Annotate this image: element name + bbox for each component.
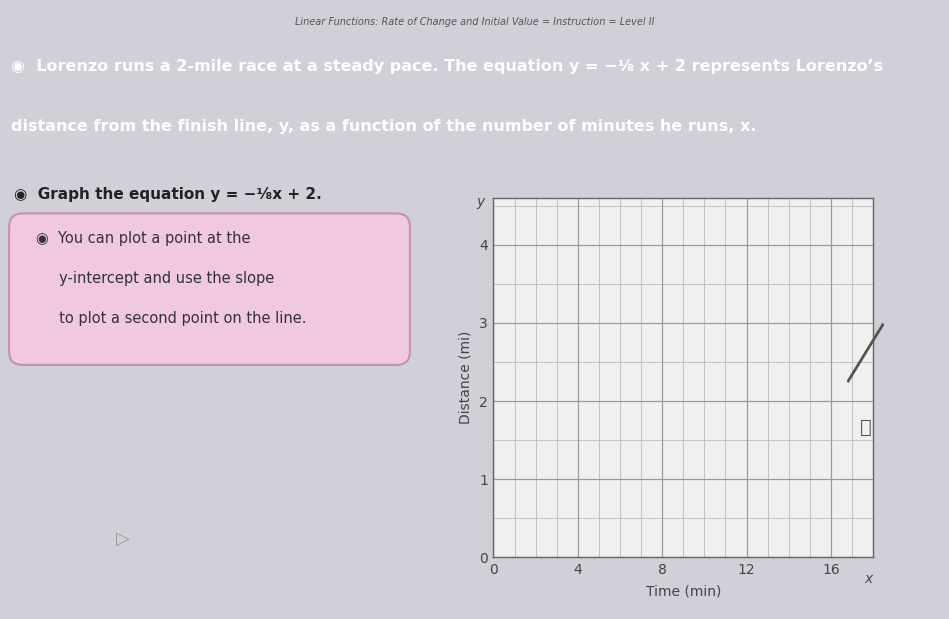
Text: ◉  Lorenzo runs a 2-mile race at a steady pace. The equation y = −¹⁄₈ x + 2 repr: ◉ Lorenzo runs a 2-mile race at a steady… (11, 59, 884, 74)
FancyBboxPatch shape (9, 214, 410, 365)
Y-axis label: Distance (mi): Distance (mi) (458, 331, 472, 424)
Text: distance from the finish line, y, as a function of the number of minutes he runs: distance from the finish line, y, as a f… (11, 119, 757, 134)
Text: x: x (927, 50, 935, 63)
Text: Linear Functions: Rate of Change and Initial Value = Instruction = Level II: Linear Functions: Rate of Change and Ini… (295, 17, 654, 27)
Text: 🗑: 🗑 (860, 418, 871, 436)
X-axis label: Time (min): Time (min) (645, 585, 721, 599)
Text: to plot a second point on the line.: to plot a second point on the line. (36, 311, 307, 326)
Text: x: x (865, 572, 873, 586)
Text: y: y (476, 195, 485, 209)
Text: ▷: ▷ (116, 530, 130, 548)
Text: ◉  Graph the equation y = −¹⁄₈x + 2.: ◉ Graph the equation y = −¹⁄₈x + 2. (13, 187, 322, 202)
Text: ◉  You can plot a point at the: ◉ You can plot a point at the (36, 232, 251, 246)
Text: y-intercept and use the slope: y-intercept and use the slope (36, 271, 274, 287)
